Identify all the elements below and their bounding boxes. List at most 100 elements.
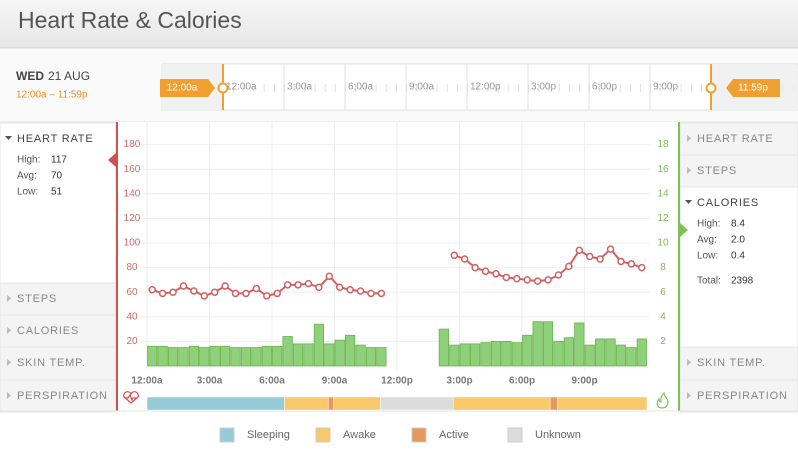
y-tick-label: 120 bbox=[124, 213, 141, 224]
bar bbox=[522, 334, 533, 367]
bar bbox=[209, 345, 220, 367]
stat-value: 0.4 bbox=[731, 251, 745, 262]
stat-label: Avg: bbox=[17, 171, 37, 182]
bar bbox=[626, 347, 637, 367]
point bbox=[575, 246, 584, 255]
header-bar bbox=[0, 0, 798, 48]
y2-tick-label: 8 bbox=[660, 262, 666, 273]
point bbox=[335, 283, 344, 292]
point bbox=[544, 276, 552, 284]
bar bbox=[542, 321, 554, 367]
bar bbox=[615, 344, 627, 367]
handle-tab bbox=[160, 79, 215, 97]
timeline-tick-label: 3:00a bbox=[287, 82, 312, 93]
bar bbox=[553, 340, 564, 367]
point bbox=[263, 292, 271, 300]
section-header[interactable]: PERSPIRATION bbox=[7, 390, 108, 402]
section-title: STEPS bbox=[17, 293, 57, 305]
activity-segment bbox=[453, 396, 551, 411]
stat-value: 8.4 bbox=[731, 219, 745, 230]
activity-segment bbox=[328, 396, 334, 411]
toggle-arrow bbox=[5, 136, 12, 140]
section-header[interactable]: SKIN TEMP. bbox=[7, 357, 86, 369]
section-header[interactable]: STEPS bbox=[7, 293, 57, 305]
x-tick-label: 9:00a bbox=[322, 376, 348, 387]
bar bbox=[511, 342, 522, 367]
timeline-tick-label: 6:00p bbox=[592, 82, 617, 93]
point bbox=[523, 276, 531, 284]
point bbox=[273, 289, 281, 298]
legend-label: Unknown bbox=[535, 429, 581, 441]
handle-label: 11:59p bbox=[738, 83, 768, 94]
point bbox=[294, 281, 302, 289]
bar bbox=[303, 343, 314, 367]
flame-icon bbox=[656, 391, 669, 409]
point bbox=[148, 285, 156, 294]
stat-label: Avg: bbox=[697, 235, 717, 246]
point bbox=[460, 255, 469, 263]
date-label: WED 21 AUG bbox=[16, 69, 90, 83]
toggle-arrow bbox=[7, 392, 11, 399]
legend: Sleeping Awake Active Unknown bbox=[219, 427, 581, 443]
weekday: WED bbox=[16, 69, 44, 83]
bar bbox=[282, 336, 293, 367]
bar bbox=[261, 345, 272, 367]
section-header[interactable]: HEART RATE bbox=[687, 133, 773, 145]
section-header[interactable]: HEART RATE bbox=[5, 133, 93, 145]
point bbox=[450, 251, 459, 260]
point bbox=[231, 289, 240, 298]
stat-label: Low: bbox=[697, 251, 718, 262]
handle-knob bbox=[705, 82, 717, 94]
bar bbox=[595, 338, 606, 367]
point bbox=[252, 284, 261, 293]
y2-tick-label: 18 bbox=[657, 139, 669, 150]
x-tick-label: 6:00a bbox=[259, 376, 285, 387]
bar bbox=[563, 337, 574, 367]
y2-tick-label: 2 bbox=[660, 336, 666, 347]
point bbox=[513, 274, 521, 283]
bar bbox=[574, 322, 585, 367]
bar bbox=[157, 345, 168, 367]
bar bbox=[605, 338, 616, 367]
bar bbox=[490, 340, 502, 367]
date-range: 12:00a – 11:59p bbox=[16, 90, 88, 101]
point bbox=[492, 270, 500, 278]
bar bbox=[167, 347, 179, 367]
point bbox=[471, 263, 479, 272]
legend-swatch bbox=[315, 427, 331, 443]
x-tick-label: 9:00p bbox=[571, 376, 597, 387]
bar bbox=[272, 345, 283, 367]
section-header[interactable]: CALORIES bbox=[7, 325, 79, 337]
activity-segment bbox=[549, 396, 558, 411]
timeline-tick-label: 9:00p bbox=[653, 82, 678, 93]
y2-tick-label: 6 bbox=[660, 287, 666, 298]
y-tick-label: 20 bbox=[126, 336, 138, 347]
section-header[interactable]: STEPS bbox=[687, 165, 737, 177]
bar bbox=[480, 342, 491, 367]
timeline-handle[interactable]: 12:00a bbox=[160, 64, 229, 110]
toggle-arrow bbox=[687, 135, 691, 142]
section-title: CALORIES bbox=[17, 325, 79, 337]
toggle-arrow bbox=[685, 200, 692, 204]
bar bbox=[292, 343, 304, 367]
legend-swatch bbox=[219, 427, 235, 443]
section-header[interactable]: SKIN TEMP. bbox=[687, 357, 766, 369]
stat-label: Low: bbox=[17, 187, 38, 198]
handle-knob bbox=[217, 82, 229, 94]
point bbox=[481, 267, 490, 276]
stat-value: 2.0 bbox=[731, 235, 745, 246]
y-tick-label: 160 bbox=[124, 164, 141, 175]
stat-label: Total: bbox=[697, 276, 721, 287]
section-title: STEPS bbox=[697, 165, 737, 177]
point bbox=[210, 288, 219, 296]
x-tick-label: 3:00p bbox=[446, 376, 472, 387]
point bbox=[627, 260, 636, 268]
section-header[interactable]: CALORIES bbox=[685, 197, 759, 209]
section-header[interactable]: PERSPIRATION bbox=[687, 390, 788, 402]
bar bbox=[240, 347, 252, 367]
point bbox=[304, 279, 313, 288]
timeline-handle[interactable]: 11:59p bbox=[705, 64, 781, 110]
section-row bbox=[679, 122, 798, 156]
timeline-tick-label: 3:00p bbox=[531, 82, 556, 93]
point bbox=[367, 289, 375, 298]
